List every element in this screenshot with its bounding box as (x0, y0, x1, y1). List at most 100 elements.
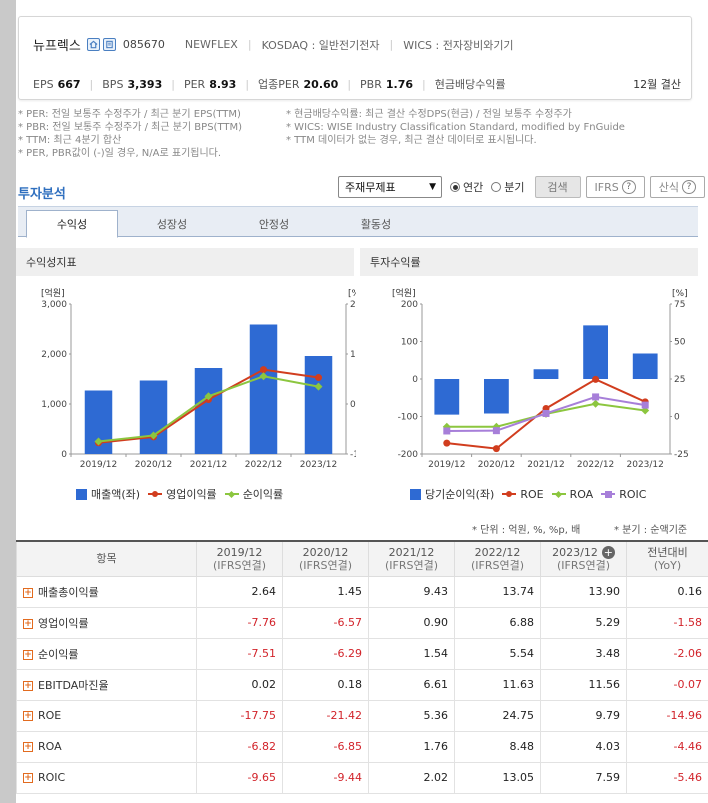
table-row: + 순이익률 -7.51 -6.29 1.54 5.54 3.48 -2.06 (16, 637, 708, 670)
table-cell: 0.18 (282, 668, 369, 701)
data-point (315, 374, 322, 382)
column-header-item: 항목 (16, 540, 197, 577)
legend-line-swatch (224, 490, 239, 498)
metrics-row: EPS 667 | BPS 3,393 | PER 8.93 | 업종PER 2… (33, 76, 681, 92)
legend-item: 영업이익률 (148, 486, 217, 502)
y-left-tick-label: 3,000 (41, 300, 67, 310)
column-header-year: 2022/12 (IFRS연결) (454, 540, 541, 577)
formula-help-button[interactable]: 산식? (649, 176, 705, 198)
building-icon[interactable] (102, 38, 116, 51)
metric-label-pbr: PBR (360, 77, 382, 91)
expand-row-icon[interactable]: + (23, 680, 33, 691)
bar (583, 325, 608, 379)
row-label-cell[interactable]: + ROIC (16, 761, 197, 794)
expand-row-icon[interactable]: + (23, 587, 33, 598)
y-left-tick-label: 1,000 (41, 400, 67, 410)
data-point (492, 445, 500, 453)
metric-value-eps: 667 (57, 77, 81, 91)
expand-row-icon[interactable]: + (23, 773, 33, 783)
ifrs-help-button[interactable]: IFRS? (585, 176, 645, 198)
profitability-table: 항목 2019/12 (IFRS연결) 2020/12 (IFRS연결) 2021/… (16, 540, 708, 794)
header-year: 2021/12 (388, 545, 435, 559)
data-point (443, 427, 451, 435)
statement-type-select[interactable]: 주재무제표 ▼ (338, 176, 442, 198)
legend-line-swatch (551, 490, 566, 498)
legend-line-swatch (502, 490, 517, 498)
note: * WICS: WISE Industry Classification Sta… (286, 122, 625, 133)
column-header-year: 2019/12 (IFRS연결) (196, 540, 283, 577)
legend-item: ROA (551, 488, 593, 501)
row-label-cell[interactable]: + ROE (16, 699, 197, 732)
bar (249, 324, 278, 454)
header-yoy: 전년대비 (647, 545, 688, 559)
legend-label: 순이익률 (242, 488, 284, 501)
legend-bar-swatch (410, 488, 421, 500)
separator: | (347, 77, 352, 91)
metric-label-dividend-yield: 현금배당수익률 (434, 78, 506, 91)
x-tick-label: 2020/12 (135, 460, 172, 470)
table-cell: 13.74 (454, 575, 541, 608)
y-left-tick-label: 0 (61, 450, 67, 460)
table-cell: 1.45 (282, 575, 369, 608)
legend-item: 순이익률 (224, 486, 284, 502)
x-tick-label: 2020/12 (478, 460, 515, 470)
radio-quarter[interactable]: 분기 (491, 179, 525, 195)
unit-note: * 단위 : 억원, %, %p, 배 (472, 525, 581, 536)
legend-item: ROE (502, 488, 544, 501)
row-label: 매출총이익률 (38, 585, 99, 599)
x-tick-label: 2019/12 (428, 460, 465, 470)
home-icon[interactable] (86, 38, 100, 51)
y-right-unit-label: [%] (672, 289, 688, 299)
table-cell: 1.54 (368, 637, 455, 670)
table-row: + ROA -6.82 -6.85 1.76 8.48 4.03 -4.46 (16, 730, 708, 763)
search-button[interactable]: 검색 (534, 176, 581, 198)
row-label-cell[interactable]: + 매출총이익률 (16, 575, 197, 608)
company-eng-name: NEWFLEX (184, 38, 238, 51)
metric-value-per: 8.93 (209, 77, 237, 91)
y-left-tick-label: 2,000 (41, 350, 67, 360)
expand-row-icon[interactable]: + (23, 649, 33, 660)
row-label-cell[interactable]: + 순이익률 (16, 637, 197, 670)
column-header-year: 2021/12 (IFRS연결) (368, 540, 455, 577)
table-cell: 7.59 (540, 761, 627, 794)
table-row: + EBITDA마진율 0.02 0.18 6.61 11.63 11.56 -0.07 (16, 668, 708, 701)
y-left-tick-label: 100 (401, 338, 418, 348)
radio-annual[interactable]: 연간 (450, 179, 483, 195)
expand-columns-icon[interactable]: + (601, 545, 615, 559)
tab-growth[interactable]: 성장성 (156, 217, 188, 231)
table-cell: 5.36 (368, 699, 455, 732)
expand-row-icon[interactable]: + (23, 742, 33, 752)
data-point (592, 375, 600, 383)
section-title: 투자분석 (18, 187, 66, 202)
notes-right: * 현금배당수익률: 최근 결산 수정DPS(현금) / 전일 보통주 수정주가… (286, 108, 625, 147)
analysis-controls: 주재무제표 ▼ 연간 분기 검색 IFRS? 산식? (338, 176, 705, 198)
table-row: + 영업이익률 -7.76 -6.57 0.90 6.88 5.29 -1.58 (16, 606, 708, 639)
separator: | (247, 38, 252, 51)
row-label-cell[interactable]: + ROA (16, 730, 197, 763)
y-left-tick-label: 0 (412, 375, 418, 385)
row-label-cell[interactable]: + 영업이익률 (16, 606, 197, 639)
note: * TTM: 최근 4분기 합산 (18, 135, 122, 146)
tab-stability[interactable]: 안정성 (258, 217, 290, 231)
return-chart: [억원] [%] 200 100 0 -100 -200 75 50 25 0 -25 2019/12 2… (392, 287, 689, 470)
table-cell: 9.79 (540, 699, 627, 732)
header-sub: (IFRS연결) (298, 558, 353, 572)
tab-activity[interactable]: 활동성 (360, 217, 392, 231)
table-row: + 매출총이익률 2.64 1.45 9.43 13.74 13.90 0.16 (16, 575, 708, 608)
expand-row-icon[interactable]: + (23, 711, 33, 721)
legend-bar-swatch (76, 488, 87, 500)
expand-row-icon[interactable]: + (23, 618, 33, 629)
legend-item: ROIC (601, 488, 646, 501)
table-cell: -6.57 (282, 606, 369, 639)
table-cell: -6.29 (282, 637, 369, 670)
table-cell: 5.29 (540, 606, 627, 639)
metric-label-industry-per: 업종PER (258, 78, 300, 91)
row-label-cell[interactable]: + EBITDA마진율 (16, 668, 197, 701)
bar (194, 368, 223, 454)
bar (304, 356, 333, 454)
tab-profitability[interactable]: 수익성 (26, 210, 118, 238)
row-label: 영업이익률 (38, 616, 89, 630)
y-left-tick-label: -200 (398, 450, 419, 460)
table-cell: 11.56 (540, 668, 627, 701)
y-right-tick-label: 0 (350, 400, 356, 410)
